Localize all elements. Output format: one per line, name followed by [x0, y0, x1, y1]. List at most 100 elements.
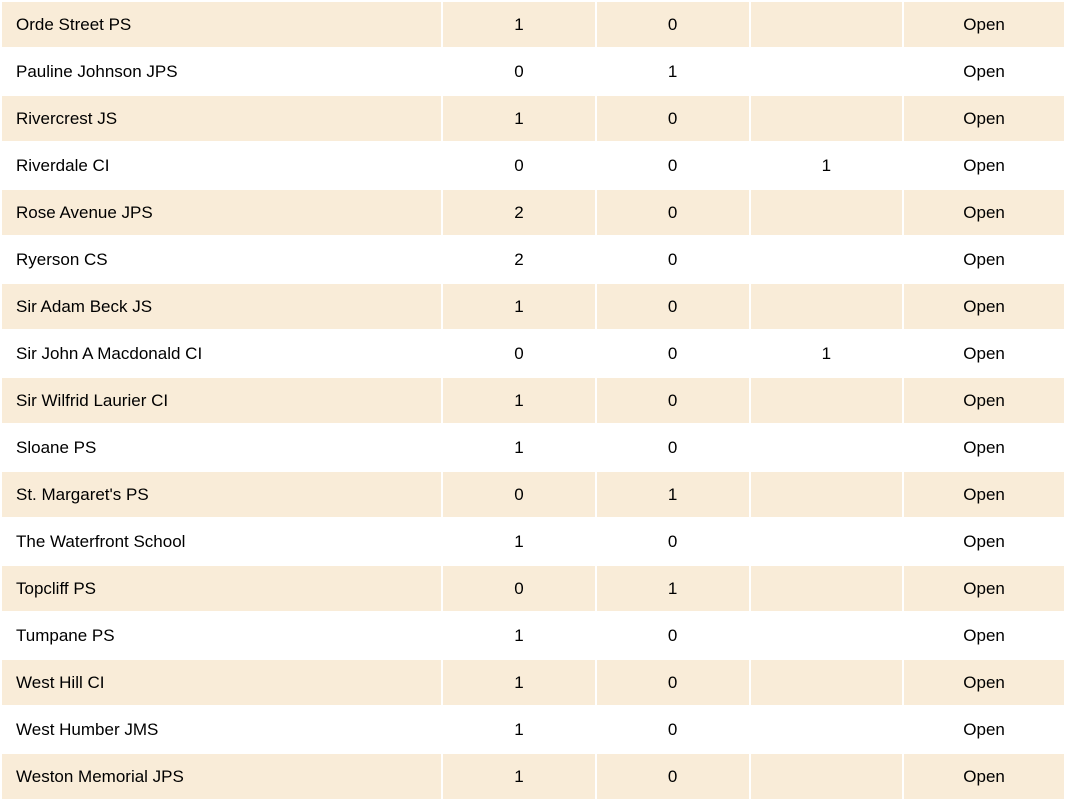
value-a-cell: 1 [443, 378, 595, 423]
table-row: Riverdale CI001Open [2, 143, 1064, 188]
status-cell: Open [904, 2, 1064, 47]
status-cell: Open [904, 284, 1064, 329]
value-c-cell [751, 378, 903, 423]
value-c-cell: 1 [751, 331, 903, 376]
status-cell: Open [904, 331, 1064, 376]
value-c-cell [751, 425, 903, 470]
school-name-cell: West Humber JMS [2, 707, 441, 752]
value-b-cell: 0 [597, 2, 749, 47]
value-b-cell: 0 [597, 143, 749, 188]
value-c-cell [751, 707, 903, 752]
status-cell: Open [904, 425, 1064, 470]
value-a-cell: 1 [443, 613, 595, 658]
status-cell: Open [904, 237, 1064, 282]
table-row: West Hill CI10 Open [2, 660, 1064, 705]
school-name-cell: Tumpane PS [2, 613, 441, 658]
value-a-cell: 1 [443, 2, 595, 47]
value-c-cell [751, 566, 903, 611]
school-name-cell: The Waterfront School [2, 519, 441, 564]
schools-table-body: Orde Street PS10OpenPauline Johnson JPS0… [2, 2, 1064, 799]
table-row: Pauline Johnson JPS01 Open [2, 49, 1064, 94]
status-cell: Open [904, 566, 1064, 611]
school-name-cell: Rivercrest JS [2, 96, 441, 141]
value-b-cell: 1 [597, 566, 749, 611]
value-b-cell: 0 [597, 425, 749, 470]
value-c-cell [751, 237, 903, 282]
value-c-cell [751, 190, 903, 235]
table-row: Sir John A Macdonald CI001Open [2, 331, 1064, 376]
status-cell: Open [904, 519, 1064, 564]
school-name-cell: West Hill CI [2, 660, 441, 705]
school-name-cell: Sloane PS [2, 425, 441, 470]
value-b-cell: 0 [597, 660, 749, 705]
value-a-cell: 1 [443, 707, 595, 752]
table-row: Topcliff PS01 Open [2, 566, 1064, 611]
value-a-cell: 2 [443, 237, 595, 282]
value-b-cell: 0 [597, 96, 749, 141]
status-cell: Open [904, 754, 1064, 799]
status-cell: Open [904, 378, 1064, 423]
value-a-cell: 1 [443, 660, 595, 705]
table-row: Sir Wilfrid Laurier CI10 Open [2, 378, 1064, 423]
value-b-cell: 0 [597, 190, 749, 235]
school-name-cell: Pauline Johnson JPS [2, 49, 441, 94]
status-cell: Open [904, 96, 1064, 141]
table-row: St. Margaret's PS01 Open [2, 472, 1064, 517]
value-b-cell: 0 [597, 331, 749, 376]
table-row: Tumpane PS10Open [2, 613, 1064, 658]
value-c-cell [751, 96, 903, 141]
status-cell: Open [904, 143, 1064, 188]
value-c-cell: 1 [751, 143, 903, 188]
value-b-cell: 1 [597, 49, 749, 94]
status-cell: Open [904, 190, 1064, 235]
value-c-cell [751, 519, 903, 564]
value-a-cell: 1 [443, 425, 595, 470]
table-row: Sir Adam Beck JS10 Open [2, 284, 1064, 329]
value-b-cell: 0 [597, 378, 749, 423]
school-name-cell: Sir Wilfrid Laurier CI [2, 378, 441, 423]
value-a-cell: 1 [443, 284, 595, 329]
table-row: Sloane PS10 Open [2, 425, 1064, 470]
value-a-cell: 0 [443, 331, 595, 376]
value-a-cell: 0 [443, 143, 595, 188]
school-name-cell: Riverdale CI [2, 143, 441, 188]
school-name-cell: St. Margaret's PS [2, 472, 441, 517]
school-name-cell: Sir Adam Beck JS [2, 284, 441, 329]
value-c-cell [751, 754, 903, 799]
table-row: Rivercrest JS10 Open [2, 96, 1064, 141]
value-b-cell: 1 [597, 472, 749, 517]
table-row: The Waterfront School10 Open [2, 519, 1064, 564]
value-a-cell: 1 [443, 754, 595, 799]
school-name-cell: Orde Street PS [2, 2, 441, 47]
table-row: Weston Memorial JPS10Open [2, 754, 1064, 799]
value-b-cell: 0 [597, 707, 749, 752]
value-c-cell [751, 472, 903, 517]
table-row: Rose Avenue JPS20 Open [2, 190, 1064, 235]
value-a-cell: 0 [443, 566, 595, 611]
status-cell: Open [904, 49, 1064, 94]
value-c-cell [751, 613, 903, 658]
value-a-cell: 0 [443, 49, 595, 94]
value-a-cell: 2 [443, 190, 595, 235]
value-b-cell: 0 [597, 519, 749, 564]
value-c-cell [751, 2, 903, 47]
status-cell: Open [904, 707, 1064, 752]
table-row: Orde Street PS10 Open [2, 2, 1064, 47]
value-a-cell: 1 [443, 519, 595, 564]
school-name-cell: Ryerson CS [2, 237, 441, 282]
value-a-cell: 1 [443, 96, 595, 141]
value-b-cell: 0 [597, 754, 749, 799]
school-name-cell: Rose Avenue JPS [2, 190, 441, 235]
value-b-cell: 0 [597, 284, 749, 329]
value-a-cell: 0 [443, 472, 595, 517]
school-name-cell: Topcliff PS [2, 566, 441, 611]
value-c-cell [751, 660, 903, 705]
table-row: West Humber JMS10 Open [2, 707, 1064, 752]
school-name-cell: Sir John A Macdonald CI [2, 331, 441, 376]
status-cell: Open [904, 472, 1064, 517]
status-cell: Open [904, 613, 1064, 658]
schools-table: Orde Street PS10OpenPauline Johnson JPS0… [0, 0, 1066, 801]
status-cell: Open [904, 660, 1064, 705]
value-c-cell [751, 284, 903, 329]
table-row: Ryerson CS20Open [2, 237, 1064, 282]
